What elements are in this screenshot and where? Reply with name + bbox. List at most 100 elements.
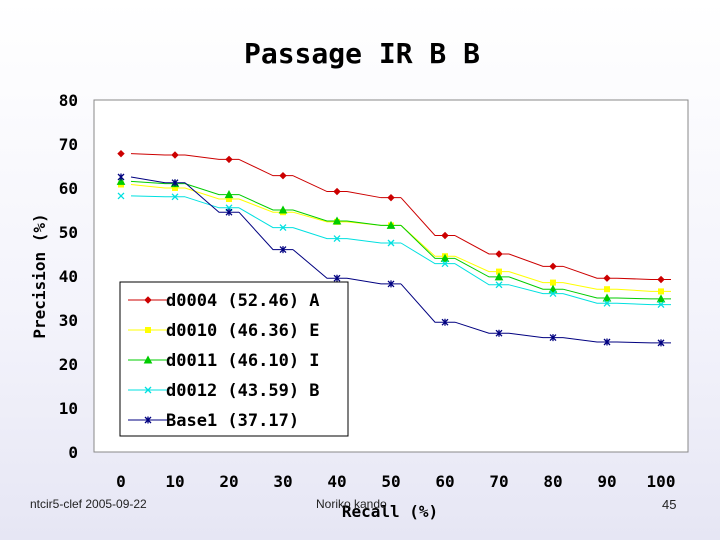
x-tick-label: 0 — [116, 472, 126, 491]
x-tick-label: 10 — [165, 472, 184, 491]
legend-marker — [145, 327, 151, 333]
legend-box — [119, 281, 349, 437]
legend-item: d0004 (52.46) A — [128, 291, 320, 311]
footer-center: Noriko kando — [316, 497, 387, 511]
series-line — [130, 176, 671, 344]
legend-label: d0010 (46.36) E — [166, 321, 320, 341]
x-axis-label: Recall (%) — [342, 502, 438, 521]
data-point — [279, 224, 287, 232]
data-point — [333, 274, 341, 282]
data-point — [441, 260, 449, 268]
legend-item: Base1 (37.17) — [128, 411, 299, 431]
data-point — [116, 176, 126, 185]
data-point — [171, 151, 179, 159]
data-point — [602, 293, 612, 302]
data-point — [440, 253, 450, 262]
legend-marker — [144, 296, 152, 304]
series-line — [130, 153, 671, 281]
data-point — [495, 281, 503, 289]
y-tick-label: 50 — [59, 223, 78, 242]
data-point — [548, 284, 558, 293]
data-point — [657, 275, 665, 284]
legend-items: d0004 (52.46) A d0010 (46.36) E d0011 (46.… — [128, 291, 320, 431]
legend-item: d0011 (46.10) I — [128, 351, 320, 371]
page-number: 45 — [662, 497, 677, 512]
data-point — [603, 274, 611, 282]
x-tick-label: 40 — [327, 472, 346, 491]
data-point — [657, 339, 665, 347]
x-tick-label: 70 — [489, 472, 508, 491]
data-point — [171, 193, 179, 201]
data-point — [225, 155, 233, 164]
data-point — [332, 216, 342, 225]
x-tick-label: 80 — [543, 472, 562, 491]
x-axis-ticks: 0 10 20 30 40 50 60 70 80 90 100 — [116, 472, 675, 491]
legend-marker — [144, 386, 152, 394]
y-axis-label: Precision (%) — [30, 213, 49, 338]
y-tick-label: 0 — [68, 443, 78, 462]
data-point — [333, 235, 341, 243]
y-tick-label: 60 — [59, 179, 78, 198]
y-tick-label: 30 — [59, 311, 78, 330]
legend-label: d0011 (46.10) I — [166, 351, 320, 371]
data-point — [224, 190, 234, 199]
legend-item: d0012 (43.59) B — [128, 381, 320, 401]
series-4 — [117, 192, 671, 309]
y-tick-label: 40 — [59, 267, 78, 286]
data-point — [658, 288, 664, 295]
series-1 — [117, 149, 671, 284]
series-5 — [117, 173, 671, 347]
data-point — [550, 279, 556, 286]
data-point — [171, 179, 179, 187]
data-point — [279, 246, 287, 254]
legend-marker — [143, 355, 153, 364]
data-point — [495, 250, 503, 258]
series-line — [130, 195, 671, 306]
x-tick-label: 20 — [219, 472, 238, 491]
legend-item: d0010 (46.36) E — [128, 321, 320, 341]
data-point — [279, 171, 287, 180]
data-point — [117, 173, 125, 181]
data-point — [604, 286, 610, 293]
data-point — [386, 220, 396, 229]
legend-label: Base1 (37.17) — [166, 411, 299, 431]
data-point — [278, 205, 288, 214]
data-point — [387, 280, 395, 288]
data-point — [441, 231, 449, 240]
data-point — [656, 294, 666, 303]
series-layer — [116, 149, 671, 347]
x-tick-label: 50 — [381, 472, 400, 491]
data-point — [549, 262, 557, 271]
y-tick-label: 80 — [59, 91, 78, 110]
legend: d0004 (52.46) A d0010 (46.36) E d0011 (46.… — [119, 281, 349, 437]
footer-left: ntcir5-clef 2005-09-22 — [30, 497, 147, 511]
legend-marker — [144, 416, 152, 424]
legend-label: d0004 (52.46) A — [166, 291, 320, 311]
data-point — [387, 239, 395, 247]
x-tick-label: 60 — [435, 472, 454, 491]
x-tick-label: 90 — [597, 472, 616, 491]
data-point — [117, 192, 125, 200]
data-point — [441, 318, 449, 326]
series-3 — [116, 176, 671, 303]
data-point — [117, 149, 125, 158]
data-point — [495, 329, 503, 337]
data-point — [603, 299, 611, 307]
y-axis-ticks: 0 10 20 30 40 50 60 70 80 — [59, 91, 78, 462]
legend-label: d0012 (43.59) B — [166, 381, 320, 401]
data-point — [225, 208, 233, 216]
y-tick-label: 70 — [59, 135, 78, 154]
data-point — [603, 338, 611, 346]
data-point — [333, 187, 341, 196]
chart-title: Passage IR B B — [244, 37, 480, 70]
series-line — [130, 180, 671, 300]
data-point — [657, 301, 665, 309]
x-tick-label: 100 — [647, 472, 676, 491]
y-tick-label: 20 — [59, 355, 78, 374]
y-tick-label: 10 — [59, 399, 78, 418]
data-point — [387, 193, 395, 202]
data-point — [549, 290, 557, 298]
data-point — [549, 334, 557, 342]
x-tick-label: 30 — [273, 472, 292, 491]
